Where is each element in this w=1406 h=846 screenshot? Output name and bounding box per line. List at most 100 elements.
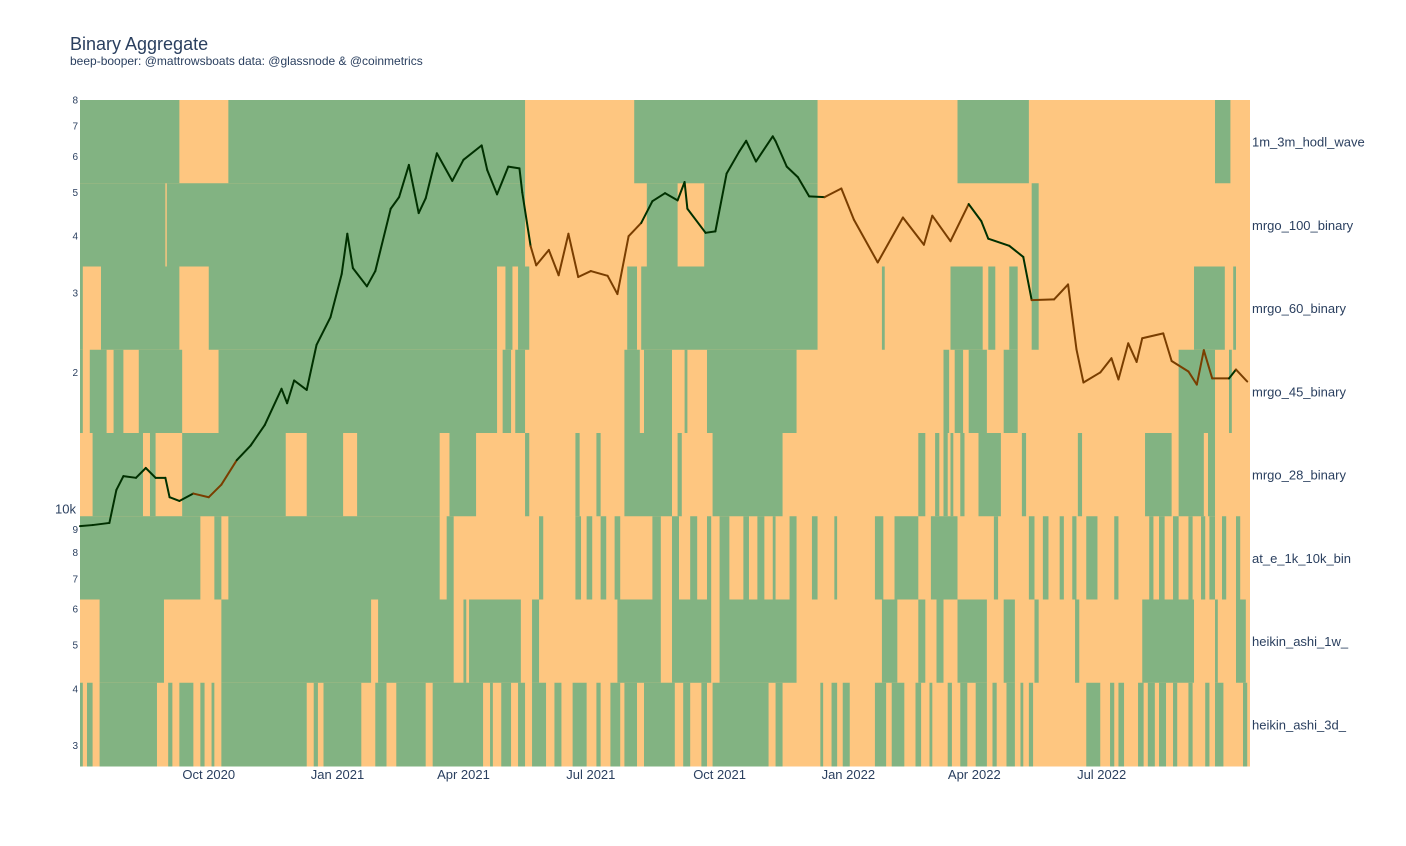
bullish-segment — [947, 682, 952, 767]
bullish-segment — [957, 599, 987, 684]
bullish-segment — [1149, 516, 1154, 600]
bullish-segment — [1006, 682, 1015, 767]
bullish-segment — [539, 516, 544, 600]
bullish-segment — [1236, 599, 1246, 684]
price-segment — [567, 232, 580, 279]
bullish-segment — [706, 516, 712, 600]
bullish-segment — [929, 682, 933, 767]
price-segment — [676, 181, 686, 202]
x-tick-label: Jul 2021 — [566, 767, 615, 782]
price-segment — [852, 218, 879, 264]
y-tick-label: 6 — [72, 605, 78, 616]
price-segment — [144, 466, 157, 479]
price-segment — [315, 316, 332, 346]
x-tick-label: Jan 2021 — [311, 767, 365, 782]
y-tick-label: 4 — [72, 232, 78, 243]
bullish-segment — [701, 682, 707, 767]
bullish-segment — [1159, 682, 1167, 767]
bullish-segment — [306, 433, 344, 517]
price-segment — [754, 135, 774, 163]
bullish-segment — [874, 682, 887, 767]
bullish-segment — [772, 516, 776, 600]
bullish-segment — [1086, 516, 1098, 600]
bullish-segment — [690, 516, 698, 600]
price-segment — [589, 270, 609, 277]
price-segment — [1030, 298, 1056, 302]
bullish-segment — [182, 433, 286, 517]
price-segment — [823, 187, 843, 199]
price-segment — [521, 191, 532, 248]
x-tick-label: Jan 2022 — [822, 767, 876, 782]
price-segment — [280, 387, 289, 405]
price-segment — [480, 144, 489, 172]
bullish-segment — [950, 433, 954, 517]
price-segment — [808, 195, 826, 199]
price-segment — [365, 270, 377, 288]
price-segment — [1099, 357, 1113, 374]
bullish-segment — [943, 433, 948, 517]
bullish-segment — [1110, 682, 1115, 767]
bullish-segment — [993, 516, 999, 600]
bullish-segment — [624, 349, 640, 434]
price-segment — [340, 232, 349, 276]
bullish-segment — [1173, 682, 1178, 767]
bullish-segment — [501, 682, 512, 767]
bullish-segment — [432, 682, 484, 767]
bullish-segment — [596, 682, 601, 767]
x-tick-label: Apr 2022 — [948, 767, 1001, 782]
bullish-segment — [1205, 682, 1210, 767]
bullish-segment — [894, 516, 919, 600]
price-segment — [1022, 255, 1033, 302]
price-segment — [922, 214, 934, 246]
y-tick-label: 6 — [72, 152, 78, 163]
price-segment — [220, 459, 238, 486]
bullish-segment — [874, 516, 884, 600]
bullish-segment — [515, 349, 526, 434]
price-segment — [840, 187, 855, 221]
y-tick-label: 9 — [72, 525, 78, 536]
bullish-segment — [502, 349, 512, 434]
x-tick-label: Apr 2021 — [437, 767, 490, 782]
y-tick-label: 5 — [72, 640, 78, 651]
price-segment — [547, 248, 560, 277]
y-tick-label: 8 — [72, 96, 78, 107]
bullish-segment — [975, 682, 987, 767]
price-segment — [651, 192, 666, 203]
price-segment — [616, 235, 630, 296]
bullish-segment — [138, 349, 183, 434]
bullish-segment — [378, 599, 454, 684]
y-tick-label: 7 — [72, 122, 78, 133]
price-segment — [79, 524, 94, 528]
price-segment — [1135, 337, 1144, 363]
bullish-segment — [525, 433, 530, 517]
price-segment — [606, 274, 619, 296]
chart-title: Binary Aggregate — [70, 34, 208, 54]
bullish-segment — [712, 682, 769, 767]
price-segment — [249, 424, 266, 447]
row-labels: 1m_3m_hodl_wave mrgo_100_binary mrgo_60_bi… — [1252, 135, 1365, 733]
price-segment — [122, 475, 137, 479]
bullish-segment — [624, 433, 672, 517]
bullish-segment — [1208, 433, 1216, 517]
price-segment — [876, 216, 904, 264]
price-segment — [577, 270, 592, 279]
bullish-segment — [92, 433, 143, 517]
price-segment — [1141, 332, 1165, 340]
signal-row-mrgo_28_binary — [80, 433, 1250, 517]
bullish-segment — [221, 682, 307, 767]
bullish-segment — [719, 599, 797, 684]
bullish-segment — [684, 349, 688, 434]
bullish-segment — [1188, 516, 1193, 600]
bullish-segment — [1028, 682, 1034, 767]
price-segment — [1127, 342, 1138, 363]
price-segment — [1228, 368, 1238, 380]
bullish-segment — [935, 433, 940, 517]
bullish-segment — [1215, 682, 1224, 767]
bullish-segment — [1059, 516, 1064, 600]
bullish-segment — [881, 599, 898, 684]
price-segment — [451, 158, 465, 182]
price-segment — [683, 181, 689, 210]
price-segment — [496, 165, 510, 196]
bullish-segment — [228, 100, 526, 184]
bullish-segment — [992, 682, 997, 767]
